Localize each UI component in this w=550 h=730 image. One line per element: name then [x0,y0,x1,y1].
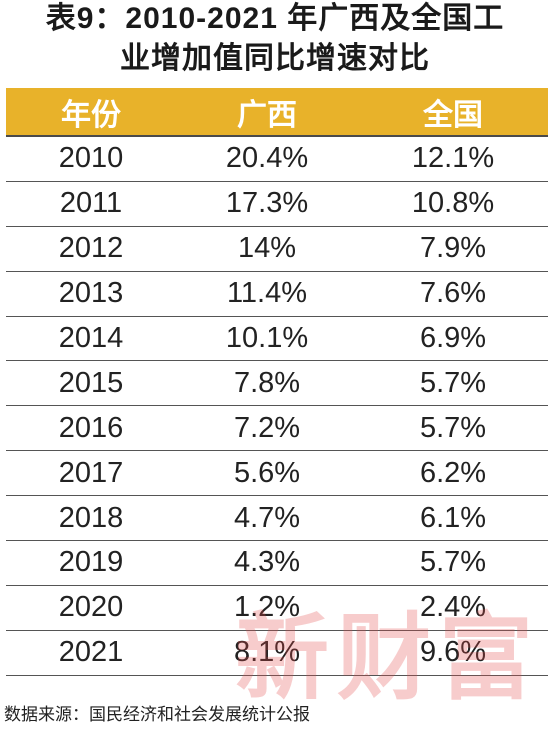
cell-guangxi: 17.3% [225,187,309,220]
cell-national: 10.8% [411,187,495,220]
cell-national: 5.7% [419,366,487,399]
cell-guangxi: 1.2% [233,591,301,624]
cell-guangxi: 8.1% [233,636,301,669]
table-row: 2010 20.4% 12.1% [6,137,548,182]
cell-year: 2019 [58,546,124,579]
cell-guangxi: 5.6% [233,456,301,489]
table-row: 2018 4.7% 6.1% [6,496,548,542]
cell-year: 2018 [58,501,124,534]
data-table: 年份 广西 全国 2010 20.4% 12.1% 2011 17.3% 10.8% 201… [6,88,548,676]
header-national: 全国 [423,98,483,132]
cell-year: 2016 [58,411,124,444]
table-body: 2010 20.4% 12.1% 2011 17.3% 10.8% 2012 14% 7.9% 2… [6,137,548,676]
table-title: 表9：2010-2021 年广西及全国工 业增加值同比增速对比 [0,0,550,80]
table-row: 2020 1.2% 2.4% [6,586,548,631]
table-row: 2015 7.8% 5.7% [6,361,548,407]
table-row: 2021 8.1% 9.6% [6,631,548,676]
cell-national: 9.6% [419,636,487,669]
cell-year: 2013 [58,277,124,310]
table-row: 2016 7.2% 5.7% [6,406,548,452]
table-row: 2011 17.3% 10.8% [6,182,548,227]
cell-year: 2017 [58,456,124,489]
cell-year: 2021 [58,636,124,669]
cell-guangxi: 4.3% [233,546,301,579]
cell-guangxi: 14% [237,232,297,265]
cell-year: 2014 [58,322,124,354]
header-guangxi: 广西 [237,98,297,132]
cell-national: 2.4% [419,591,487,624]
cell-guangxi: 7.8% [233,366,301,399]
table-row: 2012 14% 7.9% [6,227,548,272]
cell-guangxi: 4.7% [233,501,301,534]
cell-guangxi: 20.4% [225,142,309,175]
cell-national: 6.2% [419,456,487,489]
cell-national: 5.7% [419,411,487,444]
table-row: 2017 5.6% 6.2% [6,451,548,497]
cell-national: 6.9% [419,322,487,354]
cell-year: 2015 [58,366,124,399]
title-line-2: 业增加值同比增速对比 [120,42,430,75]
cell-national: 6.1% [419,501,487,534]
source-note: 数据来源：国民经济和社会发展统计公报 [4,705,310,724]
cell-year: 2010 [58,142,124,175]
table-row: 2013 11.4% 7.6% [6,272,548,317]
header-year: 年份 [61,98,121,132]
table-row: 2019 4.3% 5.7% [6,541,548,586]
title-line-1: 表9：2010-2021 年广西及全国工 [45,2,505,35]
cell-guangxi: 10.1% [225,322,309,354]
cell-year: 2011 [59,187,123,220]
cell-national: 7.6% [419,277,487,310]
cell-year: 2020 [58,591,124,624]
cell-national: 12.1% [411,142,495,175]
cell-year: 2012 [58,232,124,265]
table-header: 年份 广西 全国 [6,88,548,137]
cell-guangxi: 7.2% [233,411,301,444]
cell-national: 5.7% [419,546,487,579]
cell-national: 7.9% [419,232,487,265]
table-row: 2014 10.1% 6.9% [6,317,548,362]
cell-guangxi: 11.4% [226,277,308,310]
